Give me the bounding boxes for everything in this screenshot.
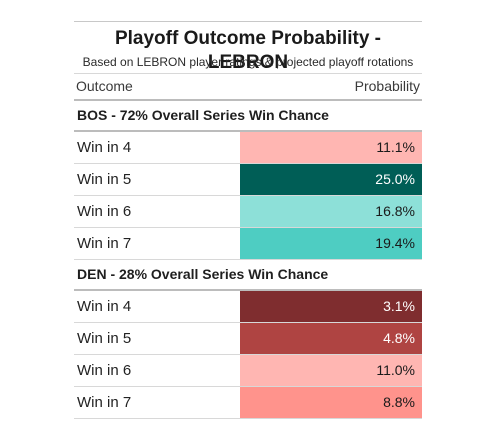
- probability-cell: 4.8%: [240, 323, 422, 354]
- probability-cell: 8.8%: [240, 387, 422, 418]
- table-subtitle: Based on LEBRON player ratings & project…: [82, 55, 414, 69]
- outcome-label: Win in 4: [77, 139, 132, 156]
- table-row: Win in 6 11.0%: [74, 355, 422, 387]
- table-body: BOS - 72% Overall Series Win Chance Win i…: [74, 101, 422, 419]
- table-row: Win in 6 16.8%: [74, 196, 422, 228]
- table-row: Win in 7 8.8%: [74, 387, 422, 419]
- probability-cell: 19.4%: [240, 228, 422, 259]
- table-row: Win in 5 4.8%: [74, 323, 422, 355]
- column-header-probability: Probability: [354, 78, 420, 94]
- probability-cell: 11.1%: [240, 132, 422, 163]
- outcome-label: Win in 6: [77, 362, 132, 379]
- probability-table: Playoff Outcome Probability - LEBRON Bas…: [74, 21, 422, 419]
- probability-cell: 11.0%: [240, 355, 422, 386]
- probability-cell: 25.0%: [240, 164, 422, 195]
- probability-cell: 3.1%: [240, 291, 422, 322]
- group-header: DEN - 28% Overall Series Win Chance: [74, 260, 422, 291]
- column-header-outcome: Outcome: [76, 78, 133, 94]
- table-row: Win in 5 25.0%: [74, 164, 422, 196]
- table-title: Playoff Outcome Probability - LEBRON: [114, 28, 382, 73]
- outcome-label: Win in 6: [77, 203, 132, 220]
- outcome-label: Win in 5: [77, 330, 132, 347]
- table-row: Win in 7 19.4%: [74, 228, 422, 260]
- outcome-label: Win in 4: [77, 298, 132, 315]
- table-row: Win in 4 3.1%: [74, 291, 422, 323]
- outcome-label: Win in 5: [77, 171, 132, 188]
- outcome-label: Win in 7: [77, 394, 132, 411]
- column-header-row: Outcome Probability: [74, 73, 422, 101]
- outcome-label: Win in 7: [77, 235, 132, 252]
- top-rule: [74, 21, 422, 22]
- probability-cell: 16.8%: [240, 196, 422, 227]
- table-row: Win in 4 11.1%: [74, 132, 422, 164]
- group-header: BOS - 72% Overall Series Win Chance: [74, 101, 422, 132]
